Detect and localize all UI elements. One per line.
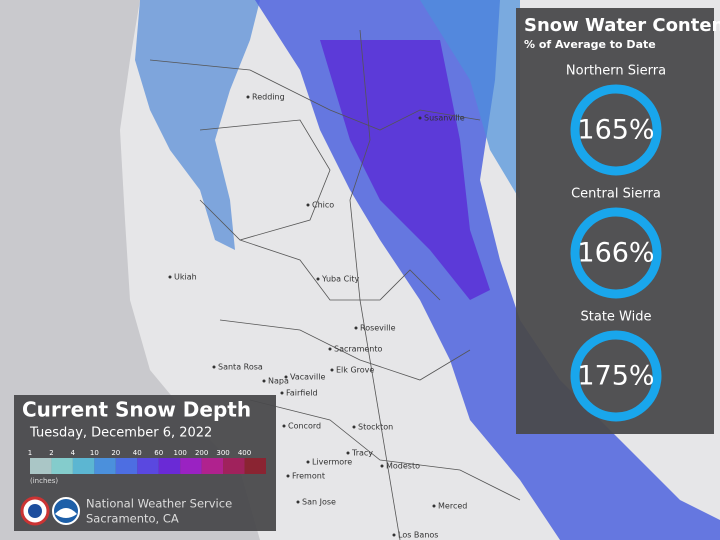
legend-label: 4	[71, 449, 76, 457]
place-label: Stockton	[358, 423, 393, 432]
place-dot	[432, 504, 436, 508]
gauges: Northern Sierra 165% Central Sierra 166% Sta…	[566, 64, 666, 422]
place-labels: Redding Chico Ukiah Yuba City Roseville Sacra…	[168, 93, 467, 540]
legend-swatch	[72, 458, 95, 474]
legend-label: 400	[238, 449, 251, 457]
place-label: Santa Rosa	[218, 363, 263, 372]
place-label: Sacramento	[334, 345, 382, 354]
place-label: Redding	[252, 93, 285, 102]
panel-subtitle: % of Average to Date	[524, 38, 656, 51]
region-name: Northern Sierra	[566, 64, 666, 79]
depth-title: Current Snow Depth	[22, 398, 251, 422]
legend-label: 100	[173, 449, 186, 457]
place-label: Ukiah	[174, 273, 197, 282]
legend-label: 2	[49, 449, 53, 457]
place-dot	[354, 326, 358, 330]
place-label: Vacaville	[290, 373, 325, 382]
snow-sierra-deep	[320, 40, 490, 300]
legend-label: 40	[133, 449, 142, 457]
office-location: Sacramento, CA	[86, 512, 179, 526]
place-label: Napa	[268, 377, 289, 386]
noaa-logo-bird	[55, 508, 77, 518]
gauge-ring	[570, 207, 662, 299]
place-dot	[352, 425, 356, 429]
place-dot	[280, 391, 284, 395]
region-name: State Wide	[581, 310, 652, 325]
place-label: Yuba City	[321, 275, 360, 284]
place-label: Merced	[438, 502, 467, 511]
legend-label: 300	[216, 449, 229, 457]
legend-swatch	[94, 458, 116, 474]
legend-swatch	[115, 458, 138, 474]
nws-logo-center	[28, 504, 42, 518]
snow-coast-range	[135, 0, 260, 250]
place-dot	[282, 424, 286, 428]
place-label: Los Banos	[398, 531, 438, 540]
snow-east	[420, 0, 520, 200]
legend-label: 200	[195, 449, 208, 457]
place-dot	[346, 451, 350, 455]
place-dot	[296, 500, 300, 504]
county-lines	[149, 29, 521, 540]
legend-swatch	[180, 458, 202, 474]
place-label: San Jose	[302, 498, 336, 507]
place-dot	[212, 365, 216, 369]
depth-date: Tuesday, December 6, 2022	[29, 426, 212, 441]
legend-swatch	[137, 458, 159, 474]
place-dot	[328, 347, 332, 351]
legend: 1 2 4 10 20 40 60 100 200 300 400	[28, 449, 266, 474]
place-label: Fairfield	[286, 389, 318, 398]
place-label: Concord	[288, 422, 321, 431]
place-dot	[168, 275, 172, 279]
gauge-ring	[570, 330, 662, 422]
legend-swatch	[158, 458, 181, 474]
legend-unit: (inches)	[30, 477, 58, 485]
legend-label: 1	[28, 449, 32, 457]
place-label: Chico	[312, 201, 334, 210]
place-dot	[246, 95, 250, 99]
region-name: Central Sierra	[571, 187, 661, 202]
gauge-value: 175%	[577, 361, 654, 392]
place-dot	[284, 375, 288, 379]
legend-swatch	[201, 458, 224, 474]
place-label: Roseville	[360, 324, 396, 333]
legend-label: 20	[111, 449, 120, 457]
place-dot	[380, 464, 384, 468]
legend-swatch	[30, 458, 52, 474]
place-dot	[392, 533, 396, 537]
place-label: Tracy	[351, 449, 373, 458]
legend-swatch	[223, 458, 245, 474]
gauge-value: 166%	[577, 238, 654, 269]
place-dot	[306, 203, 310, 207]
gauge-value: 165%	[577, 115, 654, 146]
place-dot	[262, 379, 266, 383]
place-label: Elk Grove	[336, 366, 374, 375]
place-label: Fremont	[292, 472, 325, 481]
panel-title: Snow Water Content	[524, 15, 720, 36]
place-label: Livermore	[312, 458, 352, 467]
place-dot	[306, 460, 310, 464]
legend-swatch	[244, 458, 266, 474]
legend-swatch	[51, 458, 73, 474]
place-label: Susanville	[424, 114, 465, 123]
snow-water-panel	[516, 8, 714, 434]
place-dot	[418, 116, 422, 120]
place-dot	[330, 368, 334, 372]
place-dot	[316, 277, 320, 281]
office-name: National Weather Service	[86, 497, 232, 511]
legend-label: 60	[154, 449, 163, 457]
legend-label: 10	[90, 449, 99, 457]
gauge-ring	[570, 84, 662, 176]
place-label: Modesto	[386, 462, 420, 471]
place-dot	[286, 474, 290, 478]
